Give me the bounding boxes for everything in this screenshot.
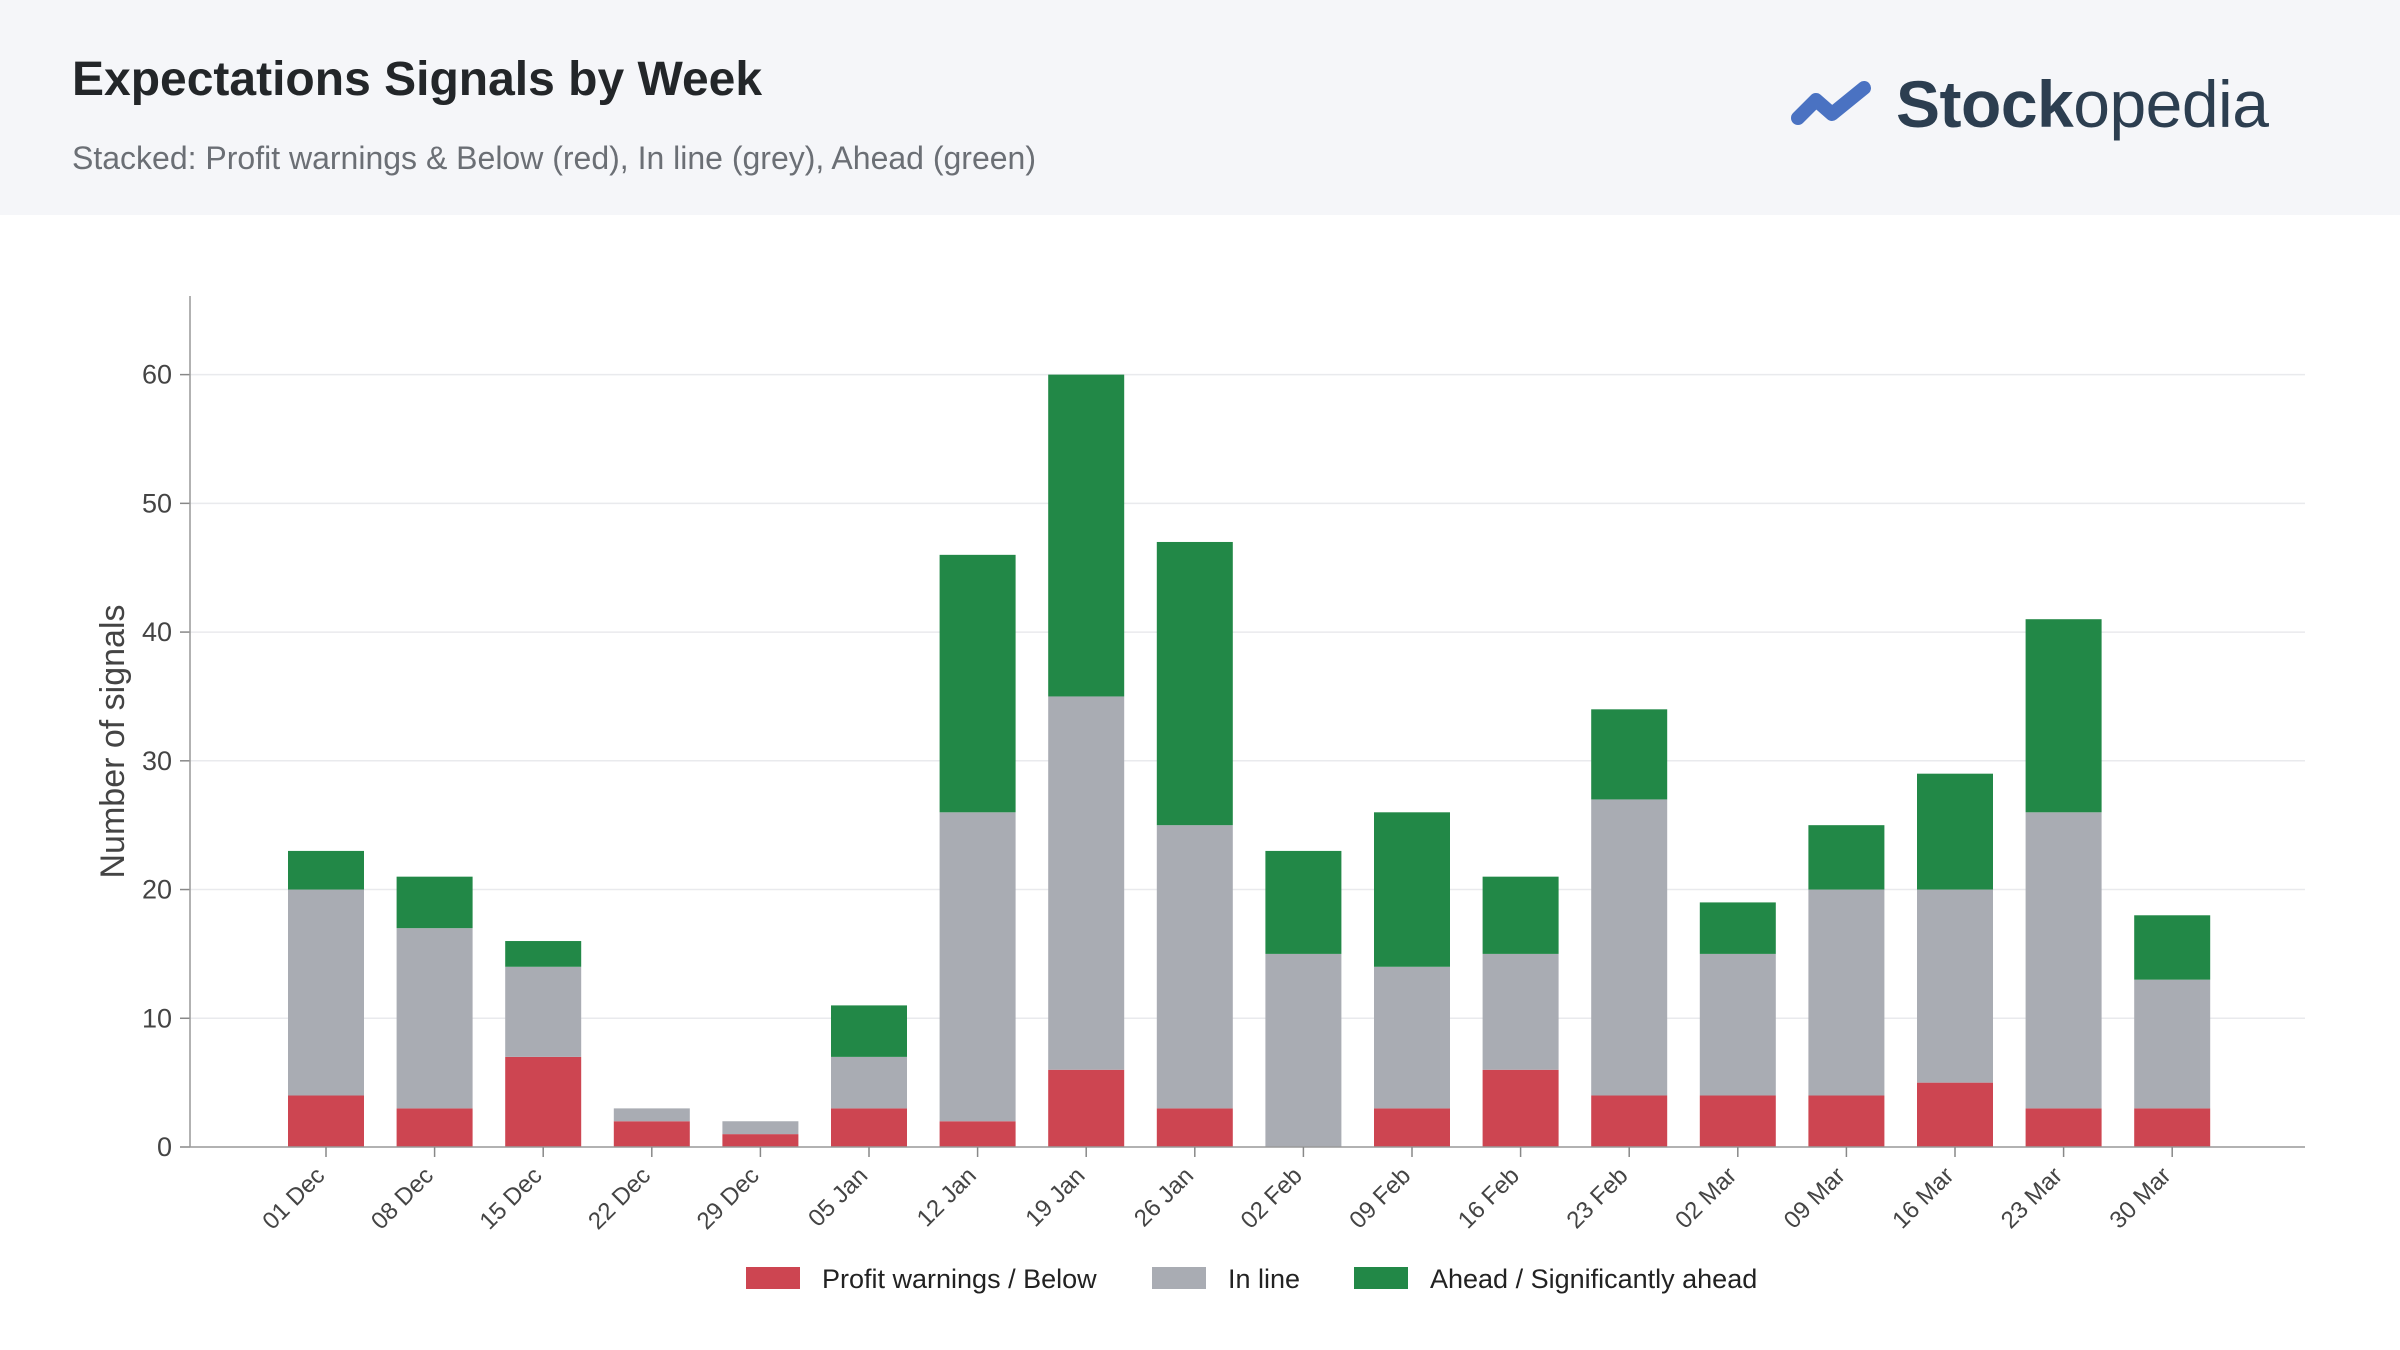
bar-segment — [396, 876, 473, 929]
bar-segment — [396, 928, 473, 1109]
bar-segment — [1482, 953, 1559, 1070]
legend-label: In line — [1228, 1264, 1300, 1294]
bar-segment — [1156, 1108, 1233, 1147]
x-tick-label: 16 Feb — [1453, 1162, 1525, 1234]
bar-segment — [1591, 799, 1668, 1096]
bar-segment — [1265, 953, 1342, 1147]
y-tick-label: 10 — [142, 1003, 172, 1033]
bar-segment — [1699, 953, 1776, 1096]
bar-segment — [2134, 1108, 2211, 1147]
bar-segment — [1265, 850, 1342, 954]
bar-segment — [939, 812, 1016, 1122]
bar-segment — [831, 1056, 907, 1109]
bar-segment — [1156, 825, 1233, 1109]
bar-segment — [613, 1108, 690, 1122]
x-tick-label: 12 Jan — [912, 1162, 982, 1232]
bar-segment — [1917, 889, 1993, 1083]
bar-segment — [288, 850, 364, 890]
x-tick-label: 08 Dec — [366, 1162, 439, 1235]
y-tick-label: 0 — [157, 1132, 172, 1162]
bar-segment — [1374, 812, 1450, 967]
bar-segment — [1699, 902, 1776, 954]
x-tick-label: 09 Mar — [1779, 1162, 1851, 1234]
bar-segment — [1048, 696, 1125, 1070]
bar-segment — [396, 1108, 473, 1147]
bar-segment — [1048, 374, 1125, 697]
y-tick-label: 20 — [142, 875, 172, 905]
legend-swatch — [1152, 1267, 1206, 1289]
bar-segment — [1591, 1095, 1668, 1147]
bar-segment — [2025, 619, 2102, 813]
bar-segment — [1808, 825, 1885, 890]
x-tick-label: 01 Dec — [257, 1162, 330, 1235]
bar-segment — [1482, 1069, 1559, 1147]
bar-segment — [831, 1108, 907, 1147]
legend-swatch — [746, 1267, 800, 1289]
axes — [180, 296, 2305, 1157]
legend-label: Profit warnings / Below — [822, 1264, 1097, 1294]
bar-segment — [1374, 966, 1450, 1109]
x-tick-label: 22 Dec — [583, 1162, 656, 1235]
x-tick-label: 02 Feb — [1236, 1162, 1308, 1234]
bar-segment — [1048, 1069, 1125, 1147]
x-tick-label: 23 Mar — [1996, 1162, 2068, 1234]
bars — [288, 374, 2211, 1147]
header: Expectations Signals by Week Stacked: Pr… — [0, 0, 2400, 215]
stockopedia-logo[interactable]: Stockopedia — [1790, 66, 2269, 142]
bar-segment — [1156, 541, 1233, 826]
x-tick-label: 09 Feb — [1344, 1162, 1416, 1234]
x-tick-label: 26 Jan — [1129, 1162, 1199, 1232]
bar-segment — [831, 1005, 907, 1057]
bar-segment — [2025, 1108, 2102, 1147]
x-tick-label: 16 Mar — [1887, 1162, 1959, 1234]
x-tick-label: 30 Mar — [2105, 1162, 2177, 1234]
bar-segment — [613, 1121, 690, 1147]
bar-segment — [288, 1095, 364, 1147]
bar-segment — [1374, 1108, 1450, 1147]
bar-segment — [1917, 773, 1993, 890]
bar-segment — [939, 1121, 1016, 1147]
y-tick-label: 30 — [142, 746, 172, 776]
bar-segment — [1482, 876, 1559, 954]
y-axis-label: Number of signals — [94, 604, 132, 878]
bar-segment — [1808, 1095, 1885, 1147]
chart-title: Expectations Signals by Week — [72, 53, 763, 106]
bar-segment — [939, 554, 1016, 813]
bar-segment — [1917, 1082, 1993, 1147]
bar-segment — [722, 1121, 799, 1135]
bar-segment — [2134, 915, 2211, 980]
logo-wordmark: Stockopedia — [1896, 66, 2269, 142]
bar-segment — [1591, 709, 1668, 800]
y-tick-label: 40 — [142, 617, 172, 647]
y-tick-label: 50 — [142, 488, 172, 518]
bar-segment — [722, 1134, 799, 1147]
legend-label: Ahead / Significantly ahead — [1430, 1264, 1757, 1294]
logo-wordmark-regular: opedia — [2073, 67, 2269, 141]
bar-segment — [505, 966, 582, 1057]
trend-line-icon — [1791, 81, 1871, 125]
bar-segment — [2025, 812, 2102, 1109]
x-tick-label: 29 Dec — [692, 1162, 765, 1235]
y-tick-labels: 0 10 20 30 40 50 60 — [142, 360, 172, 1162]
x-tick-label: 05 Jan — [803, 1162, 873, 1232]
x-tick-label: 23 Feb — [1562, 1162, 1634, 1234]
bar-segment — [1699, 1095, 1776, 1147]
bar-segment — [2134, 979, 2211, 1109]
logo-wordmark-bold: Stock — [1896, 67, 2074, 141]
y-tick-label: 60 — [142, 360, 172, 390]
x-tick-labels: 01 Dec 08 Dec 15 Dec 22 Dec 29 Dec 05 Jan 12 J… — [257, 1162, 2176, 1235]
legend: Profit warnings / Below In line Ahead / Si… — [746, 1264, 1757, 1294]
bar-segment — [288, 889, 364, 1096]
bar-segment — [505, 941, 582, 967]
x-tick-label: 15 Dec — [475, 1162, 548, 1235]
bar-segment — [505, 1056, 582, 1147]
bar-segment — [1808, 889, 1885, 1096]
chart-subtitle: Stacked: Profit warnings & Below (red), … — [72, 140, 1036, 176]
x-tick-label: 19 Jan — [1020, 1162, 1090, 1232]
legend-swatch — [1354, 1267, 1408, 1289]
x-tick-label: 02 Mar — [1670, 1162, 1742, 1234]
